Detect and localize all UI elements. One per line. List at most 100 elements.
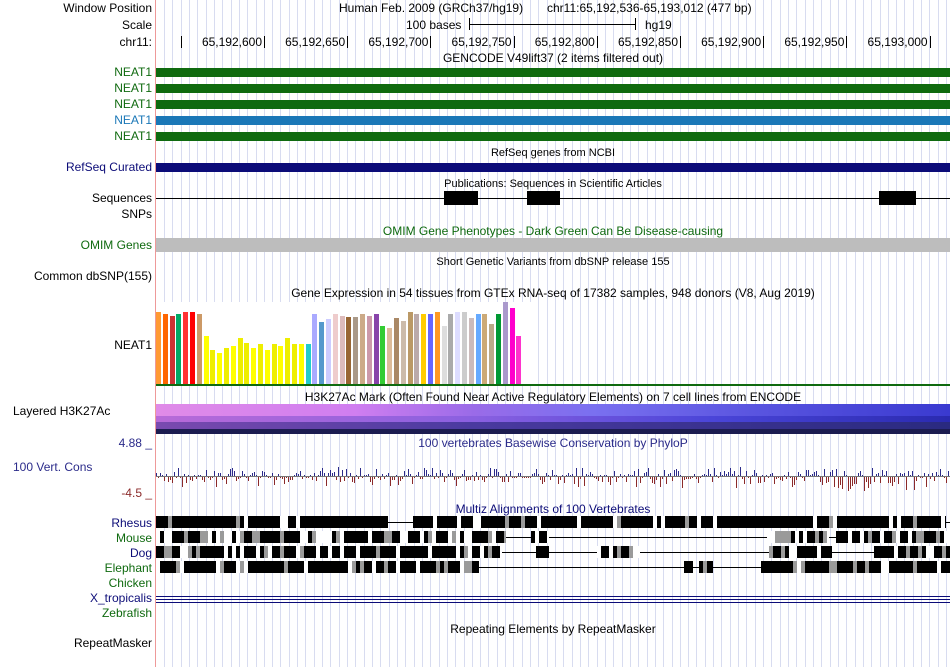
refseq-track-label[interactable]: RefSeq Curated (65, 160, 152, 174)
gencode-item-label[interactable]: NEAT1 (114, 81, 152, 95)
phylop-bar (342, 470, 343, 476)
gtex-tissue-bar[interactable] (332, 314, 338, 384)
gtex-tissue-bar[interactable] (217, 353, 223, 384)
gencode-transcript[interactable] (156, 68, 950, 77)
track-labels-panel: Window Position Scale chr11: NEAT1 NEAT1… (0, 0, 155, 667)
gtex-tissue-bar[interactable] (462, 312, 467, 384)
gtex-tissue-bar[interactable] (251, 348, 257, 384)
gtex-tissue-bar[interactable] (346, 317, 352, 384)
multiz-block (531, 531, 535, 543)
multiz-species-label[interactable]: X_tropicalis (89, 591, 152, 605)
gencode-item-label[interactable]: NEAT1 (114, 97, 152, 111)
pubs-sequences-label[interactable]: Sequences (91, 191, 152, 205)
gtex-tissue-bar[interactable] (285, 338, 291, 384)
gtex-tissue-bar[interactable] (455, 312, 461, 384)
multiz-block (783, 531, 787, 543)
gtex-tissue-bar[interactable] (414, 314, 420, 384)
gtex-tissue-bar[interactable] (264, 350, 270, 384)
gtex-tissue-bar[interactable] (366, 316, 372, 384)
omim-gene-bar[interactable] (156, 238, 950, 252)
gtex-tissue-bar[interactable] (237, 338, 243, 384)
multiz-species-label[interactable]: Chicken (108, 576, 152, 590)
multiz-block (312, 531, 316, 543)
gtex-tissue-bar[interactable] (339, 316, 345, 384)
pubs-sequence-block[interactable] (527, 191, 560, 205)
h3k27ac-layered-signal[interactable] (156, 404, 950, 434)
gencode-item-label[interactable]: NEAT1 (114, 129, 152, 143)
gencode-transcript[interactable] (156, 84, 950, 93)
gtex-tissue-bar[interactable] (441, 326, 447, 384)
gtex-track-label[interactable]: NEAT1 (114, 338, 152, 352)
gencode-item-label[interactable]: NEAT1 (114, 65, 152, 79)
gtex-tissue-bar[interactable] (516, 336, 522, 384)
gtex-tissue-bar[interactable] (421, 314, 427, 384)
gtex-tissue-bar[interactable] (502, 302, 508, 384)
gtex-tissue-bar[interactable] (496, 314, 501, 384)
gtex-tissue-bar[interactable] (203, 336, 209, 384)
gtex-tissue-bar[interactable] (305, 344, 311, 384)
gtex-tissue-bar[interactable] (387, 328, 393, 384)
gencode-item-label[interactable]: NEAT1 (114, 113, 152, 127)
multiz-block (452, 531, 456, 543)
gtex-tissue-bar[interactable] (278, 346, 284, 384)
gtex-tissue-bar[interactable] (230, 346, 236, 384)
multiz-species-label[interactable]: Rhesus (111, 516, 152, 530)
multiz-species-label[interactable]: Mouse (115, 531, 152, 545)
gtex-tissue-bar[interactable] (434, 312, 440, 384)
h3k27ac-track-label[interactable]: Layered H3K27Ac (13, 404, 111, 418)
gtex-tissue-bar[interactable] (258, 344, 263, 384)
gtex-bar-chart[interactable] (156, 302, 534, 384)
gtex-tissue-bar[interactable] (292, 344, 297, 384)
multiz-species-label[interactable]: Elephant (104, 561, 152, 575)
gtex-tissue-bar[interactable] (156, 312, 161, 384)
multiz-alignments[interactable] (156, 516, 950, 616)
pubs-sequence-block[interactable] (444, 191, 478, 205)
pubs-snps-label[interactable]: SNPs (121, 207, 152, 221)
phylop-bar (848, 477, 849, 491)
gtex-tissue-bar[interactable] (428, 314, 433, 384)
gtex-tissue-bar[interactable] (169, 316, 175, 384)
gencode-transcript[interactable] (156, 100, 950, 109)
gtex-tissue-bar[interactable] (176, 314, 182, 384)
multiz-block (825, 546, 829, 558)
gtex-tissue-bar[interactable] (475, 314, 481, 384)
gencode-transcript[interactable] (156, 116, 950, 125)
gtex-tissue-bar[interactable] (400, 321, 406, 384)
multiz-species-label[interactable]: Dog (129, 546, 152, 560)
omim-track-label[interactable]: OMIM Genes (80, 238, 152, 252)
gtex-tissue-bar[interactable] (489, 324, 495, 384)
phylop-track-label[interactable]: 100 Vert. Cons (13, 460, 93, 474)
gtex-tissue-bar[interactable] (244, 343, 250, 384)
phylop-bar (902, 474, 903, 476)
gtex-tissue-bar[interactable] (380, 326, 386, 384)
gtex-tissue-bar[interactable] (448, 314, 454, 384)
gtex-tissue-bar[interactable] (407, 312, 413, 384)
tracks-image-panel[interactable]: Human Feb. 2009 (GRCh37/hg19) chr11:65,1… (156, 0, 950, 667)
multiz-species-label[interactable]: Zebrafish (101, 606, 152, 620)
gtex-tissue-bar[interactable] (196, 314, 202, 384)
gtex-tissue-bar[interactable] (360, 314, 365, 384)
gtex-tissue-bar[interactable] (162, 314, 168, 384)
multiz-block (332, 516, 336, 528)
gtex-tissue-bar[interactable] (373, 314, 379, 384)
gtex-tissue-bar[interactable] (326, 319, 331, 384)
gtex-tissue-bar[interactable] (183, 312, 189, 384)
gtex-tissue-bar[interactable] (210, 350, 216, 384)
gtex-tissue-bar[interactable] (482, 314, 488, 384)
gtex-tissue-bar[interactable] (190, 312, 195, 384)
gtex-tissue-bar[interactable] (468, 318, 474, 384)
gtex-tissue-bar[interactable] (509, 308, 515, 384)
pubs-sequence-block[interactable] (879, 191, 916, 205)
repeatmasker-track-label[interactable]: RepeatMasker (73, 636, 152, 650)
refseq-transcript[interactable] (156, 163, 950, 172)
gtex-tissue-bar[interactable] (353, 317, 359, 384)
gtex-tissue-bar[interactable] (319, 322, 325, 384)
gtex-tissue-bar[interactable] (224, 348, 229, 384)
phylop-signal[interactable] (156, 455, 950, 501)
dbsnp-track-label[interactable]: Common dbSNP(155) (33, 269, 152, 283)
gtex-tissue-bar[interactable] (312, 314, 318, 384)
gtex-tissue-bar[interactable] (271, 344, 277, 384)
gtex-tissue-bar[interactable] (394, 318, 399, 384)
gtex-tissue-bar[interactable] (298, 344, 304, 384)
gencode-transcript[interactable] (156, 132, 950, 141)
